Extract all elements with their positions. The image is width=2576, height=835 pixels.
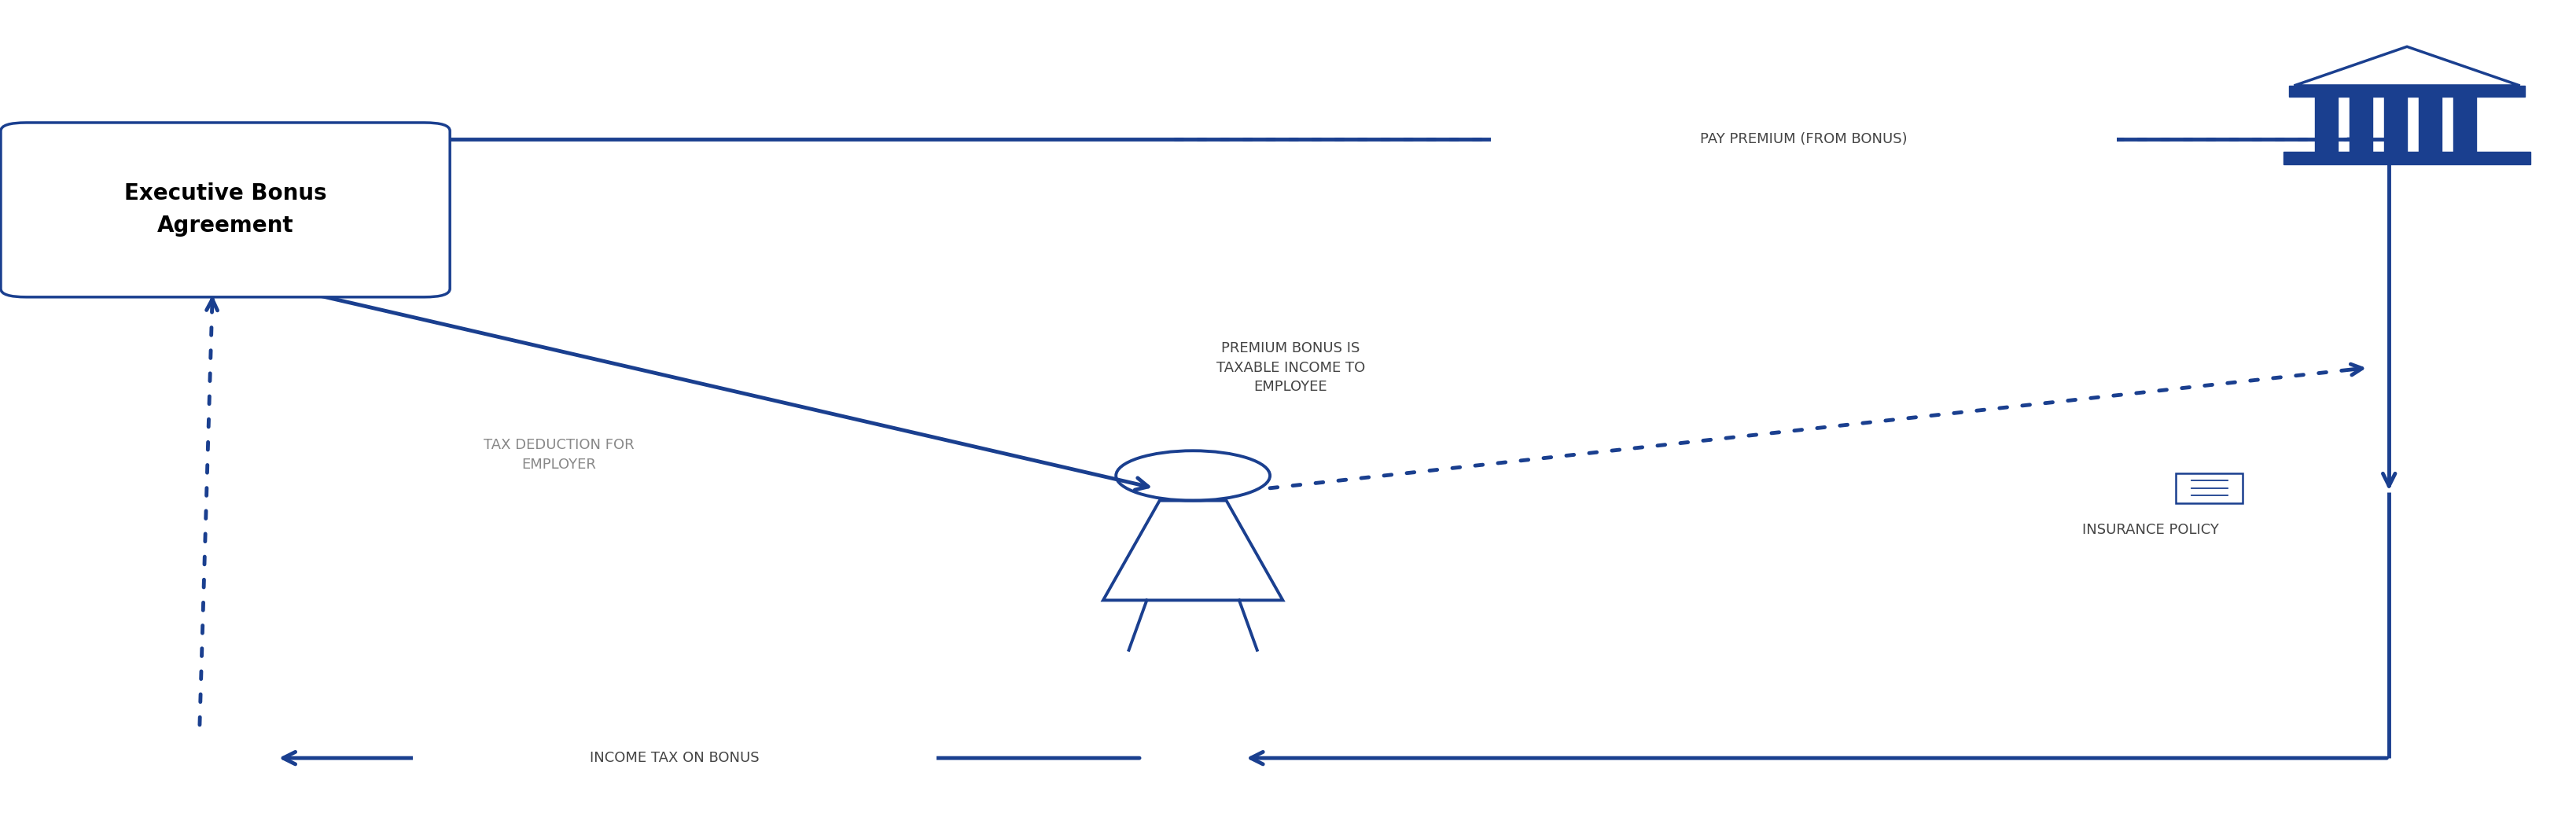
FancyBboxPatch shape	[1940, 501, 2360, 559]
Bar	[2316, 97, 2336, 152]
Bar	[2419, 97, 2442, 152]
FancyBboxPatch shape	[412, 730, 935, 787]
Bar	[2383, 97, 2406, 152]
FancyBboxPatch shape	[1041, 300, 1540, 436]
Text: INSURANCE POLICY: INSURANCE POLICY	[2081, 523, 2218, 537]
Bar	[2349, 97, 2372, 152]
Text: PREMIUM BONUS IS
TAXABLE INCOME TO
EMPLOYEE: PREMIUM BONUS IS TAXABLE INCOME TO EMPLO…	[1216, 342, 1365, 394]
Text: Executive Bonus
Agreement: Executive Bonus Agreement	[124, 183, 327, 237]
Text: PAY PREMIUM (FROM BONUS): PAY PREMIUM (FROM BONUS)	[1700, 132, 1906, 146]
FancyBboxPatch shape	[0, 123, 451, 297]
Bar	[2452, 97, 2476, 152]
FancyBboxPatch shape	[2177, 473, 2244, 503]
Text: TAX DEDUCTION FOR
EMPLOYER: TAX DEDUCTION FOR EMPLOYER	[484, 438, 634, 472]
FancyBboxPatch shape	[330, 412, 788, 498]
Text: INCOME TAX ON BONUS: INCOME TAX ON BONUS	[590, 751, 760, 765]
Bar	[2290, 86, 2524, 97]
FancyBboxPatch shape	[1492, 112, 2117, 167]
Bar	[2285, 152, 2530, 164]
